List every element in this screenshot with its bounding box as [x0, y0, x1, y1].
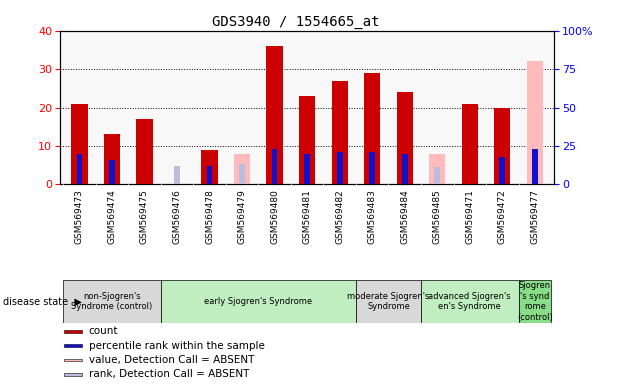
Bar — [331, 81, 348, 184]
Bar — [527, 61, 543, 184]
Bar — [234, 154, 250, 184]
Text: rank, Detection Call = ABSENT: rank, Detection Call = ABSENT — [88, 369, 249, 379]
Text: value, Detection Call = ABSENT: value, Detection Call = ABSENT — [88, 355, 254, 365]
Bar — [429, 154, 445, 184]
Text: moderate Sjogren's
Syndrome: moderate Sjogren's Syndrome — [347, 292, 430, 311]
Text: GSM569476: GSM569476 — [173, 189, 181, 244]
Bar — [136, 119, 152, 184]
Bar — [202, 150, 217, 184]
Text: GSM569485: GSM569485 — [433, 189, 442, 244]
Text: disease state  ▶: disease state ▶ — [3, 296, 82, 306]
Text: GSM569475: GSM569475 — [140, 189, 149, 244]
Text: advanced Sjogren's
en's Syndrome: advanced Sjogren's en's Syndrome — [428, 292, 511, 311]
Text: GDS3940 / 1554665_at: GDS3940 / 1554665_at — [212, 15, 380, 29]
Bar — [304, 154, 310, 184]
Bar — [421, 280, 518, 323]
Bar — [356, 280, 421, 323]
Bar — [207, 166, 212, 184]
Bar — [462, 104, 478, 184]
Bar — [299, 96, 315, 184]
Text: GSM569474: GSM569474 — [107, 189, 117, 244]
Text: early Sjogren's Syndrome: early Sjogren's Syndrome — [204, 297, 312, 306]
Bar — [397, 92, 413, 184]
Bar — [71, 104, 88, 184]
Text: GSM569482: GSM569482 — [335, 189, 344, 244]
Text: Sjogren
's synd
rome
(control): Sjogren 's synd rome (control) — [517, 281, 553, 321]
Bar — [518, 280, 551, 323]
Bar — [272, 149, 277, 184]
Text: GSM569483: GSM569483 — [368, 189, 377, 244]
Bar — [63, 280, 161, 323]
Text: GSM569478: GSM569478 — [205, 189, 214, 244]
Bar — [435, 167, 440, 184]
Bar — [532, 149, 538, 184]
Bar — [64, 359, 83, 361]
Text: GSM569473: GSM569473 — [75, 189, 84, 244]
Bar — [76, 154, 83, 184]
Bar — [64, 344, 83, 347]
Text: GSM569471: GSM569471 — [466, 189, 474, 244]
Bar — [364, 73, 381, 184]
Bar — [104, 134, 120, 184]
Bar — [369, 152, 375, 184]
Bar — [109, 160, 115, 184]
Text: GSM569480: GSM569480 — [270, 189, 279, 244]
Text: percentile rank within the sample: percentile rank within the sample — [88, 341, 265, 351]
Text: non-Sjogren's
Syndrome (control): non-Sjogren's Syndrome (control) — [71, 292, 152, 311]
Bar — [337, 152, 343, 184]
Bar — [494, 108, 510, 184]
Text: GSM569472: GSM569472 — [498, 189, 507, 244]
Bar — [239, 164, 245, 184]
Text: GSM569484: GSM569484 — [400, 189, 410, 244]
Bar — [161, 280, 356, 323]
Bar — [266, 46, 283, 184]
Text: GSM569479: GSM569479 — [238, 189, 246, 244]
Bar — [64, 373, 83, 376]
Bar — [402, 154, 408, 184]
Text: count: count — [88, 326, 118, 336]
Text: GSM569481: GSM569481 — [302, 189, 312, 244]
Bar — [500, 157, 505, 184]
Text: GSM569477: GSM569477 — [530, 189, 539, 244]
Bar — [174, 166, 180, 184]
Bar — [64, 330, 83, 333]
